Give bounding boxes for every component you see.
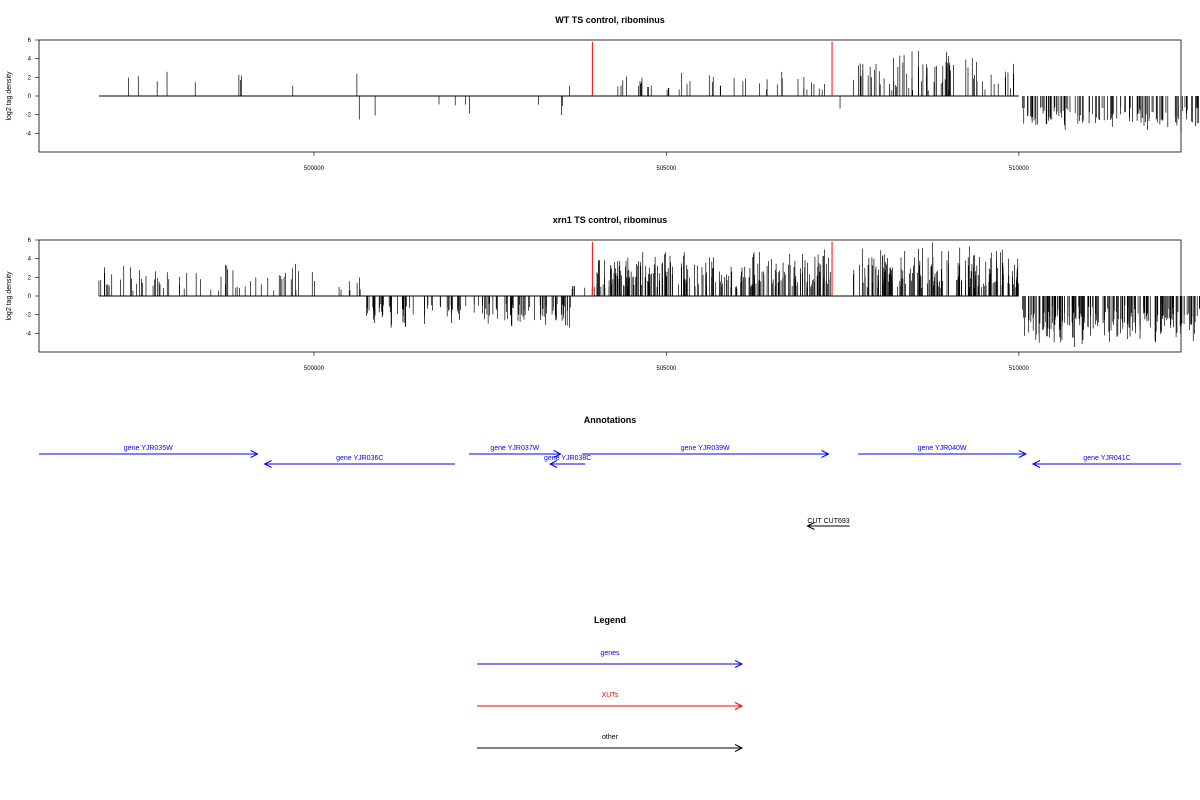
y-tick-label: 0 [28, 94, 32, 100]
wt-panel-title: WT TS control, ribominus [555, 15, 665, 25]
other-feature-arrow [806, 522, 850, 530]
xrn1-panel-title: xrn1 TS control, ribominus [553, 215, 668, 225]
legend-label: other [602, 734, 619, 741]
wt-y-axis-label: log2 tag density [6, 71, 13, 121]
y-tick-label: -4 [26, 131, 32, 137]
xrn1-plot-area: 6 4 2 0 -2 -4 500000 505000 510000 [26, 238, 1200, 372]
gene-label: gene YJR036C [336, 455, 383, 462]
gene-label: gene YJR037W [490, 445, 539, 452]
gene-label: gene YJR041C [1083, 455, 1130, 462]
y-tick-label: 4 [28, 57, 32, 63]
annotation-tracks: gene YJR035W gene YJR036C gene YJR037W gene… [39, 445, 1181, 530]
legend-panel: Legend genes XUTs other [477, 615, 744, 752]
gene-arrow [263, 460, 455, 468]
other-feature-label: CUT CUT693 [807, 518, 849, 525]
gene-arrow [581, 450, 830, 458]
gene-arrow [548, 460, 586, 468]
xrn1-track-panel: xrn1 TS control, ribominus log2 tag dens… [6, 215, 1200, 372]
arrow-head [1018, 450, 1028, 458]
y-tick-label: 4 [28, 257, 32, 263]
legend-label: XUTs [602, 692, 619, 699]
y-tick-label: 6 [28, 238, 32, 244]
gene-arrow [1031, 460, 1181, 468]
arrow-head [250, 450, 259, 458]
y-tick-label: -2 [26, 113, 32, 119]
y-tick-label: 0 [28, 294, 32, 300]
arrow-head [1031, 460, 1041, 468]
arrow-head [734, 702, 744, 710]
annotations-title: Annotations [584, 415, 637, 425]
gene-label: gene YJR040W [918, 445, 967, 452]
legend-items: genes XUTs other [477, 650, 744, 752]
x-tick-label: 510000 [1009, 166, 1030, 172]
legend-arrow [477, 702, 744, 710]
gene-label: gene YJR039W [681, 445, 730, 452]
arrow-head [548, 460, 558, 468]
arrow-head [734, 660, 744, 668]
gene-arrow [469, 450, 562, 458]
xrn1-y-axis-label: log2 tag density [6, 271, 13, 321]
x-tick-label: 505000 [656, 166, 677, 172]
y-tick-label: 6 [28, 38, 32, 44]
arrow-head [821, 450, 830, 458]
y-tick-label: -4 [26, 331, 32, 337]
gene-arrow [858, 450, 1028, 458]
arrow-head [806, 522, 815, 530]
y-tick-label: 2 [28, 275, 32, 281]
x-tick-label: 500000 [304, 366, 325, 372]
legend-title: Legend [594, 615, 626, 625]
y-tick-label: 2 [28, 75, 32, 81]
gene-label: gene YJR035W [124, 445, 173, 452]
legend-arrow [477, 660, 744, 668]
x-tick-label: 510000 [1009, 366, 1030, 372]
x-tick-label: 505000 [656, 366, 677, 372]
arrow-head [553, 450, 562, 458]
x-tick-label: 500000 [304, 166, 325, 172]
wt-track-panel: WT TS control, ribominus log2 tag densit… [6, 15, 1199, 172]
arrow-head [734, 744, 744, 752]
gene-label: gene YJR038C [544, 455, 591, 462]
y-tick-label: -2 [26, 313, 32, 319]
legend-label: genes [600, 650, 620, 657]
gene-arrow [39, 450, 259, 458]
legend-arrow [477, 744, 744, 752]
wt-plot-area: 6 4 2 0 -2 -4 500000 505000 510000 [26, 38, 1199, 172]
arrow-head [263, 460, 272, 468]
